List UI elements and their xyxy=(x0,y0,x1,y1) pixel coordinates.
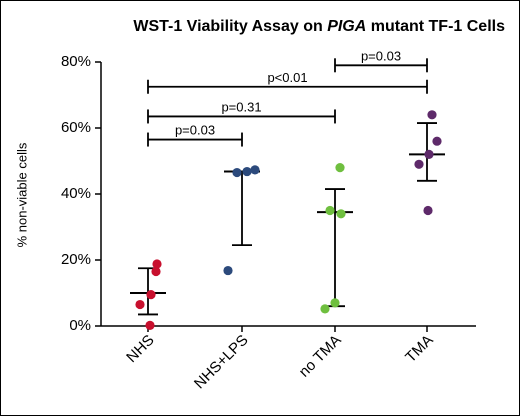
data-point xyxy=(223,265,233,276)
chart-title-gene: PIGA xyxy=(327,18,366,35)
data-point xyxy=(335,163,345,173)
data-point xyxy=(151,266,161,277)
comparison-bracket: p=0.31 xyxy=(147,99,336,124)
data-point xyxy=(152,259,162,269)
y-tick-label: 20% xyxy=(61,251,91,268)
group-nhs xyxy=(130,259,166,330)
x-tick-label: NHS+LPS xyxy=(191,332,252,393)
x-tick-label: NHS xyxy=(123,332,157,366)
data-point xyxy=(432,136,442,146)
data-point xyxy=(250,165,260,175)
data-point xyxy=(232,167,242,178)
group-no-tma xyxy=(317,163,353,314)
data-point xyxy=(145,320,155,330)
x-tick-label: TMA xyxy=(402,332,436,366)
data-point xyxy=(330,298,340,308)
data-point xyxy=(423,205,433,216)
data-point xyxy=(320,304,330,314)
p-value-label: p=0.03 xyxy=(175,123,215,138)
significance-brackets: p=0.03 p=0.31 p<0.01 p=0.03 xyxy=(147,48,428,147)
data-point xyxy=(325,205,335,216)
chart-title-prefix: WST-1 Viability Assay on xyxy=(133,18,327,35)
data-point xyxy=(242,166,252,177)
y-tick-label: 80% xyxy=(61,53,91,70)
group-nhs-lps xyxy=(223,165,260,276)
comparison-bracket: p<0.01 xyxy=(147,70,428,94)
y-ticks: 0% 20% 40% 60% 80% xyxy=(61,53,101,334)
data-point xyxy=(427,110,437,120)
p-value-label: p<0.01 xyxy=(267,70,307,85)
comparison-bracket: p=0.03 xyxy=(147,123,243,147)
data-groups xyxy=(130,110,445,330)
p-value-label: p=0.31 xyxy=(221,99,261,114)
y-axis-label: % non-viable cells xyxy=(14,142,29,247)
data-point xyxy=(414,159,424,169)
chart-title-suffix: mutant TF-1 Cells xyxy=(366,18,505,35)
y-tick-label: 40% xyxy=(61,185,91,202)
comparison-bracket: p=0.03 xyxy=(334,48,428,73)
y-tick-label: 0% xyxy=(69,317,91,334)
y-tick-label: 60% xyxy=(61,119,91,136)
data-point xyxy=(146,290,156,300)
group-tma xyxy=(409,110,445,216)
data-point xyxy=(424,149,434,159)
data-point xyxy=(336,209,346,219)
data-point xyxy=(135,299,145,310)
chart-title: WST-1 Viability Assay on PIGA mutant TF-… xyxy=(133,18,505,35)
p-value-label: p=0.03 xyxy=(361,48,401,63)
x-ticks: NHS NHS+LPS no TMA TMA xyxy=(123,326,437,393)
x-tick-label: no TMA xyxy=(296,332,345,381)
